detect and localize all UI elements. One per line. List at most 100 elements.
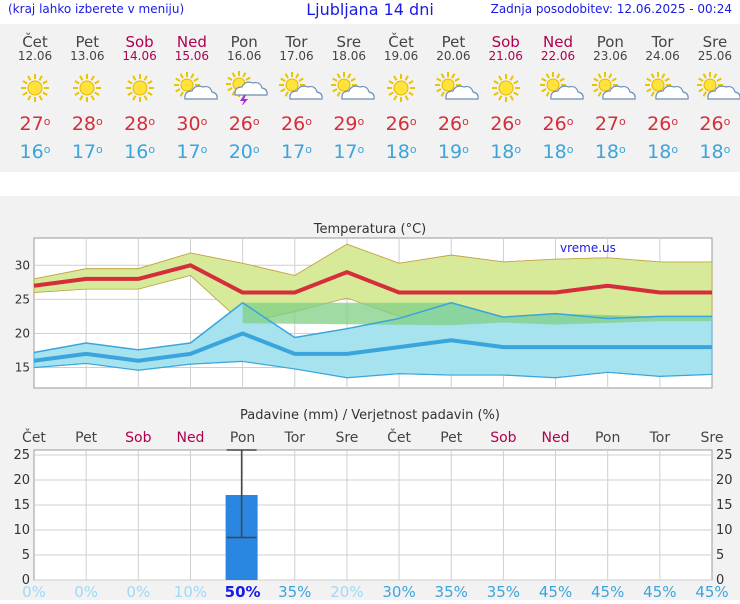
temp-max: 28o <box>71 113 103 135</box>
partly-cloudy-icon <box>689 71 740 105</box>
temp-min: 17o <box>281 141 312 163</box>
min-temp-upper-line <box>33 302 712 354</box>
partly-cloudy-icon <box>532 71 584 105</box>
temp-max: 26o <box>490 113 522 135</box>
y-tick-label-left: 15 <box>13 498 30 513</box>
day-date: 16.06 <box>227 49 262 63</box>
sun-icon <box>114 71 166 105</box>
day-date: 19.06 <box>383 49 419 63</box>
precipitation-chart-title: Padavine (mm) / Verjetnost padavin (%) <box>240 408 500 423</box>
day-column: Sob 21.06 26o 18o <box>480 34 532 163</box>
temp-min: 18o <box>542 141 574 163</box>
y-tick-label-right: 15 <box>716 498 733 513</box>
site-label: vreme.us <box>560 241 616 255</box>
day-name: Tor <box>285 33 308 51</box>
partly-cloudy-icon <box>271 71 323 105</box>
day-column: Ned 15.06 30o 17o <box>166 34 218 163</box>
day-date: 14.06 <box>122 49 157 63</box>
precip-probability-label: 50% <box>225 583 261 600</box>
y-tick-label-left: 25 <box>13 448 30 463</box>
day-column: Ned 22.06 26o 18o <box>532 34 584 163</box>
forecast-charts: Temperatura (°C) 15 20 25 30 vreme.us Padavine… <box>13 222 733 601</box>
precip-probability-label: 35% <box>435 583 468 600</box>
precip-probability-label: 35% <box>278 583 311 600</box>
temp-max: 26o <box>699 113 731 135</box>
temp-max: 26o <box>228 113 260 135</box>
day-date: 12.06 <box>17 49 53 63</box>
precip-probability-label: 0% <box>126 583 150 600</box>
day-column: Sre 18.06 29o 17o <box>323 34 375 163</box>
precip-day-label: Pon <box>230 430 255 446</box>
sun-icon <box>61 71 113 105</box>
partly-cloudy-icon <box>323 71 375 105</box>
day-name: Tor <box>651 33 674 51</box>
max-temp-series-line <box>33 263 712 295</box>
day-column: Čet 19.06 26o 18o <box>375 34 427 163</box>
thunderstorm-icon <box>218 71 270 107</box>
sun-icon <box>375 71 427 105</box>
temp-max: 29o <box>333 113 365 135</box>
precip-day-label: Sre <box>701 430 724 446</box>
temp-max: 26o <box>385 113 417 135</box>
day-name: Čet <box>22 33 48 51</box>
temp-min: 18o <box>490 141 522 163</box>
temp-max: 26o <box>647 113 679 135</box>
day-date: 13.06 <box>70 49 105 63</box>
day-column: Pon 16.06 26o 20o <box>218 34 270 163</box>
y-tick-label-left: 5 <box>22 548 30 563</box>
y-tick-label-left: 20 <box>13 473 30 488</box>
precip-day-label: Čet <box>22 428 46 446</box>
daily-forecast-strip: Čet 12.06 27o 16o Pet 13.06 28o 17o Sob 14.06 28o 1… <box>0 24 740 172</box>
day-date: 24.06 <box>645 49 680 63</box>
precip-probability-label: 20% <box>330 583 363 600</box>
precip-probability-label: 10% <box>174 583 207 600</box>
temp-min: 18o <box>699 141 731 163</box>
day-name: Pet <box>75 33 100 51</box>
precip-day-label: Pon <box>595 430 620 446</box>
temp-min: 19o <box>437 141 469 163</box>
sun-icon <box>9 71 61 105</box>
day-column: Čet 12.06 27o 16o <box>9 34 61 163</box>
temp-min: 18o <box>594 141 626 163</box>
temp-min: 18o <box>385 141 417 163</box>
day-date: 25.06 <box>697 49 733 63</box>
partly-cloudy-icon <box>637 71 689 105</box>
y-tick-label: 30 <box>15 258 30 272</box>
y-tick-label-right: 0 <box>716 573 724 588</box>
partly-cloudy-icon <box>166 71 218 105</box>
charts-panel: Temperatura (°C) 15 20 25 30 vreme.us Padavine… <box>0 196 740 601</box>
precip-probability-label: 45% <box>591 583 624 600</box>
precip-day-label: Sob <box>125 430 151 446</box>
y-tick-label-right: 5 <box>716 548 724 563</box>
precip-day-label: Ned <box>176 430 204 446</box>
day-name: Čet <box>388 33 414 51</box>
day-name: Sre <box>702 33 728 51</box>
day-name: Ned <box>543 33 573 51</box>
min-temp-series-line <box>33 331 712 363</box>
precip-day-label: Ned <box>542 430 570 446</box>
precip-probability-label: 0% <box>22 583 46 600</box>
precip-probability-label: 30% <box>382 583 415 600</box>
min-temp-lower-line <box>33 360 713 379</box>
precip-day-label: Pet <box>440 430 463 446</box>
temp-min: 17o <box>333 141 365 163</box>
precipitation-plot-area <box>33 449 713 581</box>
precip-probability-label: 45% <box>643 583 676 600</box>
temp-overlap-region <box>242 302 712 326</box>
menu-hint-link[interactable]: (kraj lahko izberete v meniju) <box>8 2 185 16</box>
temp-max: 26o <box>542 113 574 135</box>
day-date: 15.06 <box>174 49 210 63</box>
day-column: Pet 13.06 28o 17o <box>61 34 113 163</box>
precip-probability-label: 45% <box>539 583 572 600</box>
y-tick-label-right: 20 <box>716 473 733 488</box>
precip-day-label: Tor <box>649 430 671 446</box>
precip-probability-label: 35% <box>487 583 520 600</box>
precip-probability-label: 45% <box>695 583 728 600</box>
day-name: Sre <box>336 33 362 51</box>
day-date: 21.06 <box>488 49 523 63</box>
temp-min: 16o <box>124 141 156 163</box>
temp-min: 16o <box>19 141 51 163</box>
day-name: Pet <box>441 33 466 51</box>
sun-icon <box>480 71 532 105</box>
temp-max: 28o <box>124 113 156 135</box>
